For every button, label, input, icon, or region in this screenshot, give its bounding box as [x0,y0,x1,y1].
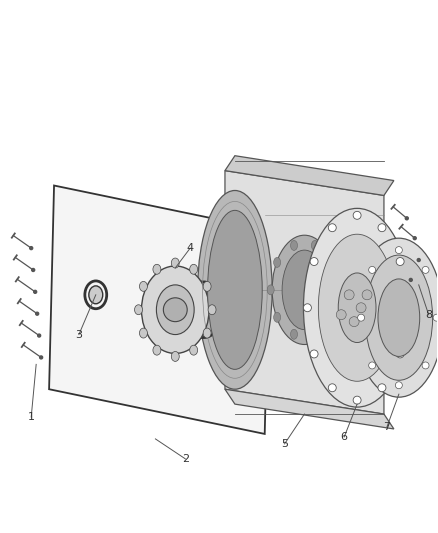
Polygon shape [225,156,394,196]
Text: 5: 5 [281,439,288,449]
Circle shape [413,237,416,240]
Circle shape [417,259,420,262]
Ellipse shape [134,305,142,314]
Polygon shape [49,185,270,434]
Circle shape [310,257,318,265]
Circle shape [369,266,376,273]
Text: 2: 2 [182,454,189,464]
Ellipse shape [272,235,337,344]
Circle shape [336,310,346,320]
Circle shape [340,364,348,372]
Ellipse shape [328,312,335,322]
Text: 8: 8 [425,310,432,320]
Circle shape [378,384,386,392]
Ellipse shape [203,281,211,292]
Circle shape [349,317,359,327]
Ellipse shape [171,258,179,268]
Text: 1: 1 [28,412,35,422]
Circle shape [422,266,429,273]
Circle shape [340,238,348,246]
Ellipse shape [338,273,376,343]
Circle shape [362,290,372,300]
Circle shape [396,350,404,358]
Ellipse shape [267,285,274,295]
Circle shape [35,312,39,315]
Ellipse shape [139,328,148,338]
Ellipse shape [153,264,161,274]
Ellipse shape [318,234,396,381]
Circle shape [310,350,318,358]
Circle shape [357,314,364,321]
Ellipse shape [208,305,216,314]
Circle shape [405,217,408,220]
Circle shape [32,269,35,271]
Text: 6: 6 [341,432,348,442]
Ellipse shape [335,285,342,295]
Text: 7: 7 [383,422,391,432]
Circle shape [422,362,429,369]
Circle shape [356,303,366,313]
Text: 3: 3 [75,329,82,340]
Ellipse shape [311,329,318,339]
Ellipse shape [304,208,411,407]
Polygon shape [225,171,384,414]
Circle shape [40,356,42,359]
Circle shape [163,298,187,321]
Ellipse shape [139,281,148,292]
Circle shape [330,301,338,309]
Ellipse shape [282,250,327,329]
Circle shape [403,304,411,312]
Ellipse shape [290,329,297,339]
Circle shape [390,238,398,246]
Ellipse shape [274,312,281,322]
Circle shape [328,224,336,232]
Text: 4: 4 [187,243,194,253]
Polygon shape [225,389,394,429]
Circle shape [328,384,336,392]
Ellipse shape [153,345,161,355]
Circle shape [369,362,376,369]
Ellipse shape [198,190,272,389]
Ellipse shape [171,351,179,361]
Ellipse shape [365,255,433,380]
Circle shape [396,257,404,265]
Ellipse shape [141,266,209,353]
Circle shape [396,382,403,389]
Ellipse shape [354,238,438,397]
Ellipse shape [208,211,262,369]
Circle shape [365,390,373,398]
Ellipse shape [203,328,211,338]
Circle shape [409,278,412,281]
Ellipse shape [89,286,103,304]
Circle shape [396,247,403,254]
Ellipse shape [156,285,194,335]
Ellipse shape [378,279,420,357]
Ellipse shape [274,257,281,268]
Ellipse shape [290,240,297,251]
Circle shape [378,224,386,232]
Ellipse shape [190,264,198,274]
Circle shape [34,290,37,293]
Circle shape [38,334,41,337]
Circle shape [344,290,354,300]
Ellipse shape [328,257,335,268]
Circle shape [400,301,408,309]
Circle shape [365,212,373,219]
Circle shape [353,396,361,404]
Circle shape [353,212,361,219]
Circle shape [390,364,398,372]
Ellipse shape [190,345,198,355]
Circle shape [433,314,438,321]
Ellipse shape [311,240,318,251]
Circle shape [30,247,33,249]
Circle shape [304,304,311,312]
